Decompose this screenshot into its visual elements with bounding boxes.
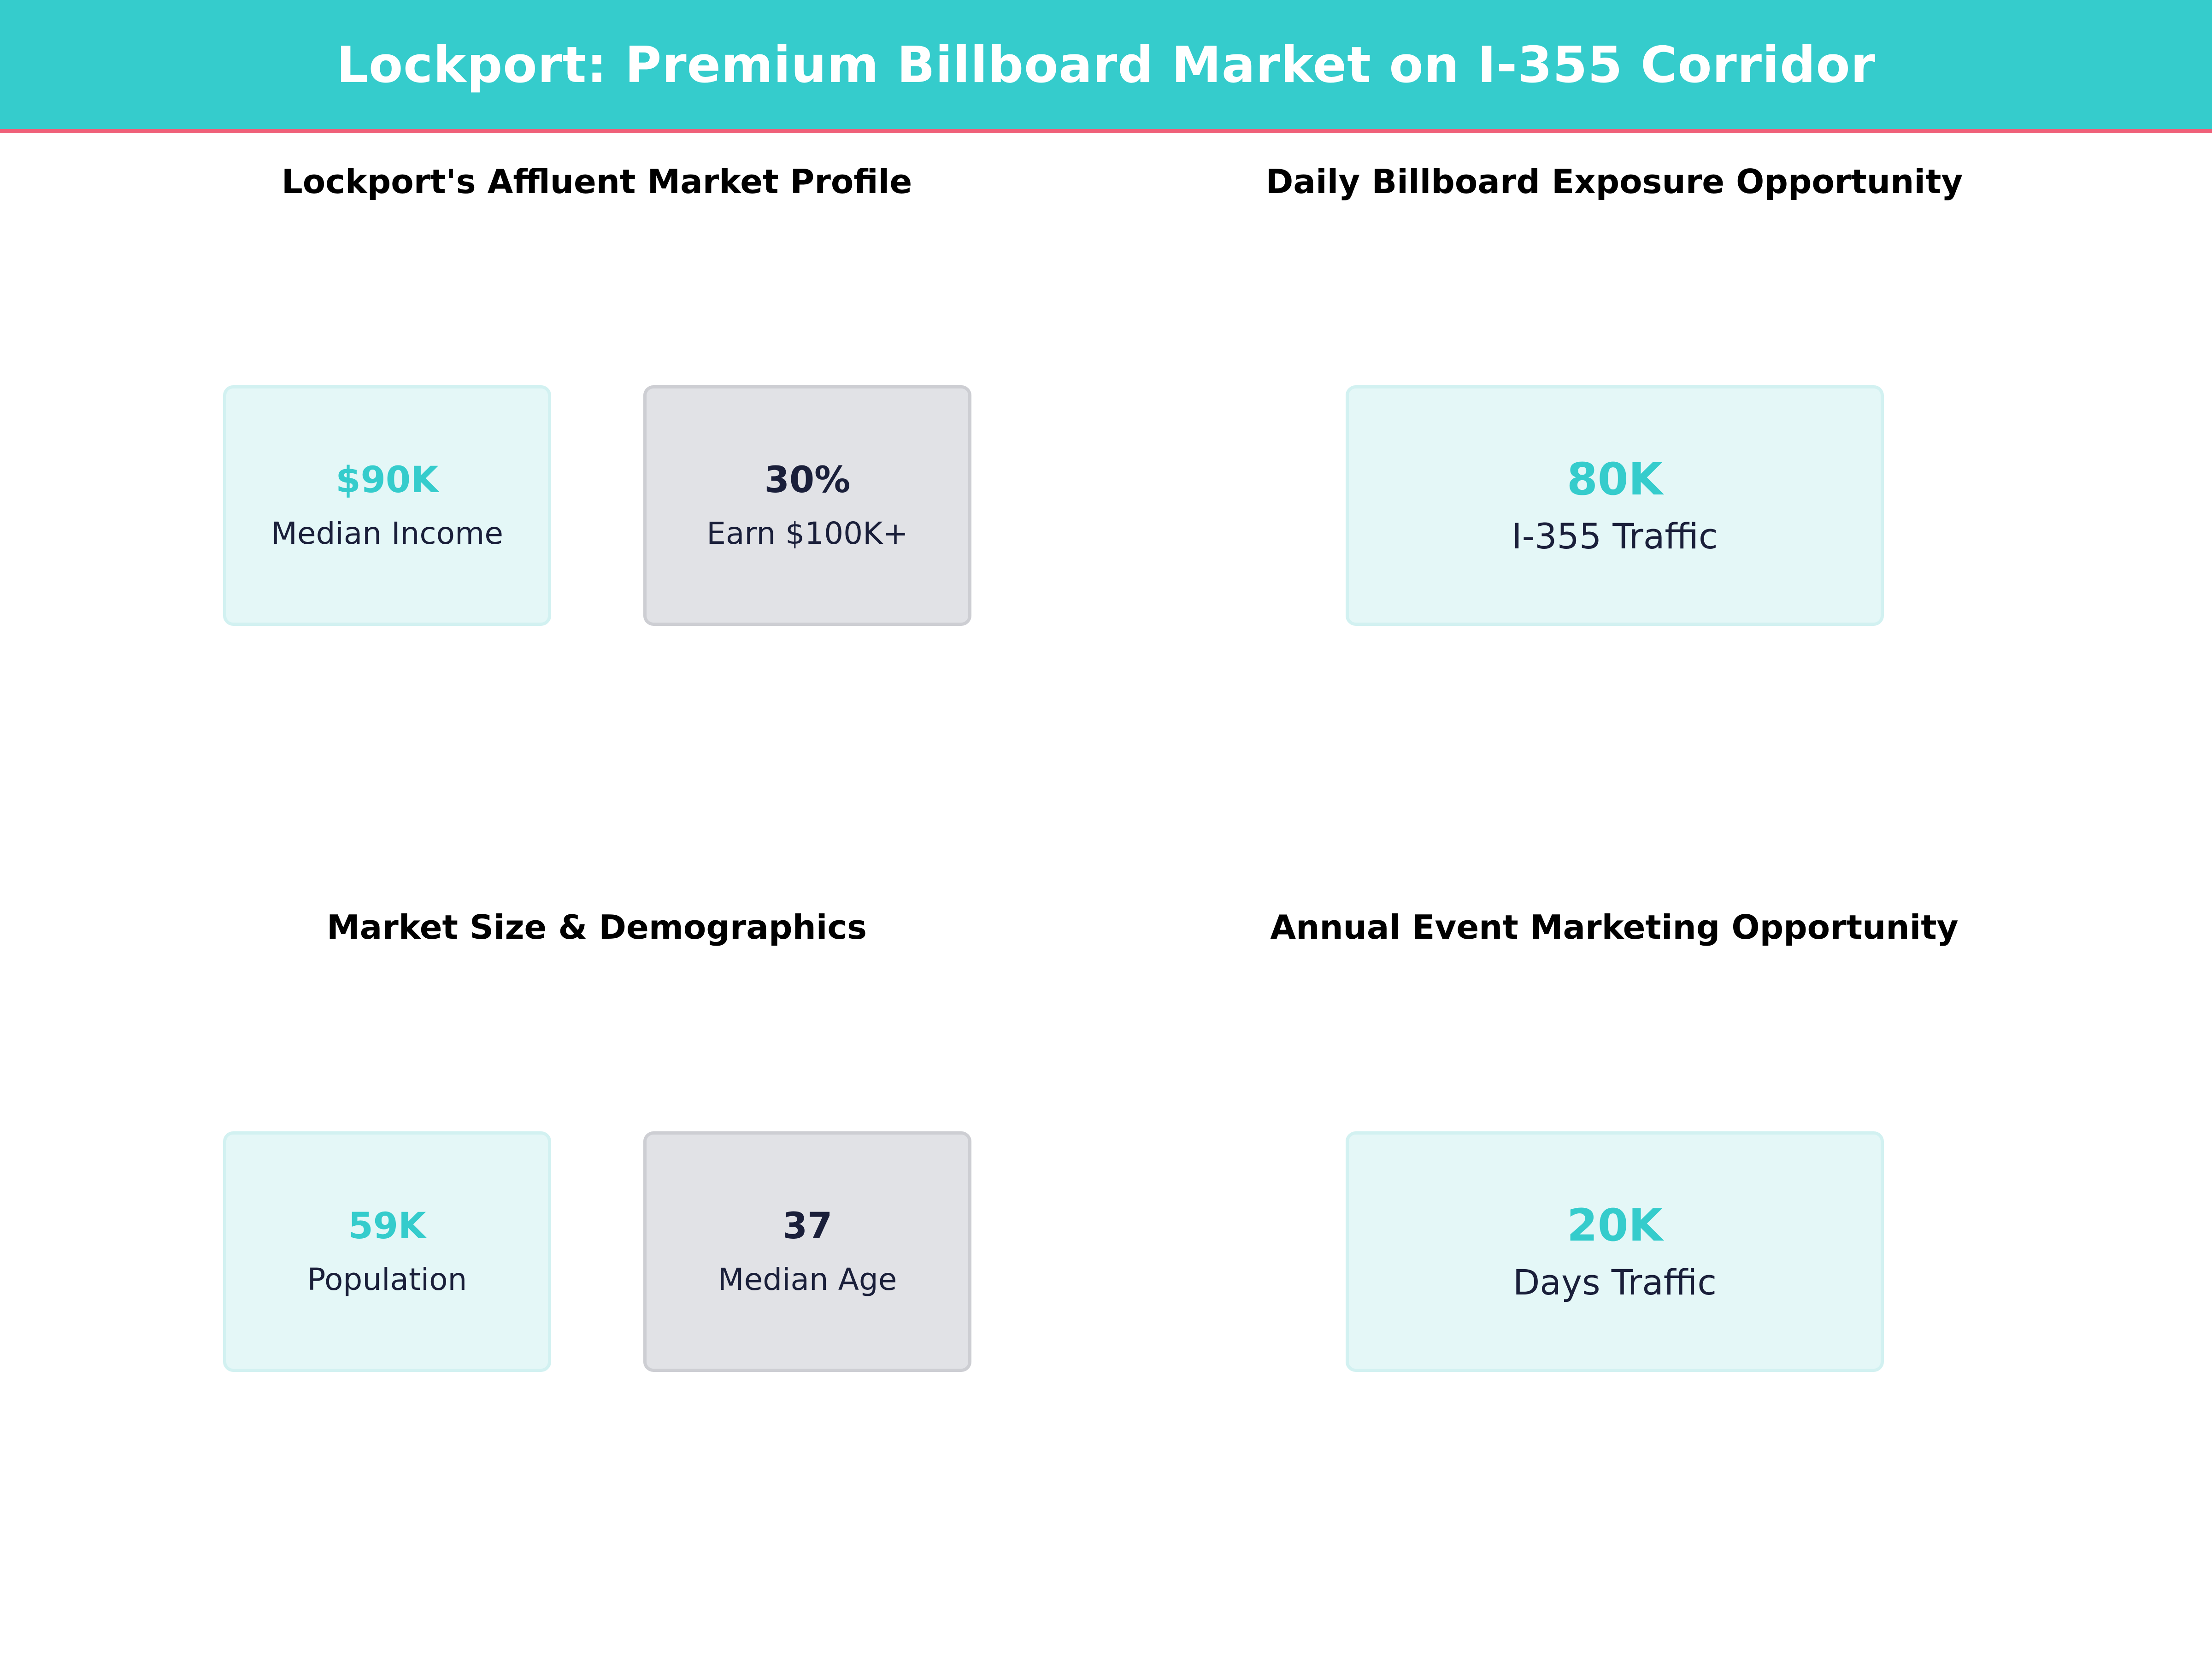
stat-label: Days Traffic [1512,1262,1717,1303]
stat-card-days-traffic: 20K Days Traffic [1346,1131,1884,1372]
panel-title-event-marketing: Annual Event Marketing Opportunity [1270,908,1959,947]
stat-label: Population [307,1262,467,1297]
stat-card-earn-100k: 30% Earn $100K+ [643,385,971,626]
panel-title-market-profile: Lockport's Affluent Market Profile [281,162,912,201]
stat-card-population: 59K Population [223,1131,551,1372]
stat-value: 20K [1567,1200,1663,1251]
page-title: Lockport: Premium Billboard Market on I-… [336,36,1876,94]
stat-value: 59K [348,1206,426,1247]
stat-value: 80K [1567,453,1663,505]
panel-title-market-size: Market Size & Demographics [327,908,867,947]
panel-title-billboard-exposure: Daily Billboard Exposure Opportunity [1265,162,1963,201]
stat-value: 37 [782,1206,833,1247]
stat-label: Earn $100K+ [706,516,908,551]
stat-label: Median Age [718,1262,897,1297]
page-header: Lockport: Premium Billboard Market on I-… [0,0,2212,130]
stat-label: I-355 Traffic [1512,516,1718,557]
stat-value: $90K [335,459,439,501]
stat-label: Median Income [271,516,503,551]
stat-card-median-income: $90K Median Income [223,385,551,626]
header-accent-line [0,129,2212,133]
stat-card-i355-traffic: 80K I-355 Traffic [1346,385,1884,626]
stat-card-median-age: 37 Median Age [643,1131,971,1372]
stat-value: 30% [764,459,851,501]
